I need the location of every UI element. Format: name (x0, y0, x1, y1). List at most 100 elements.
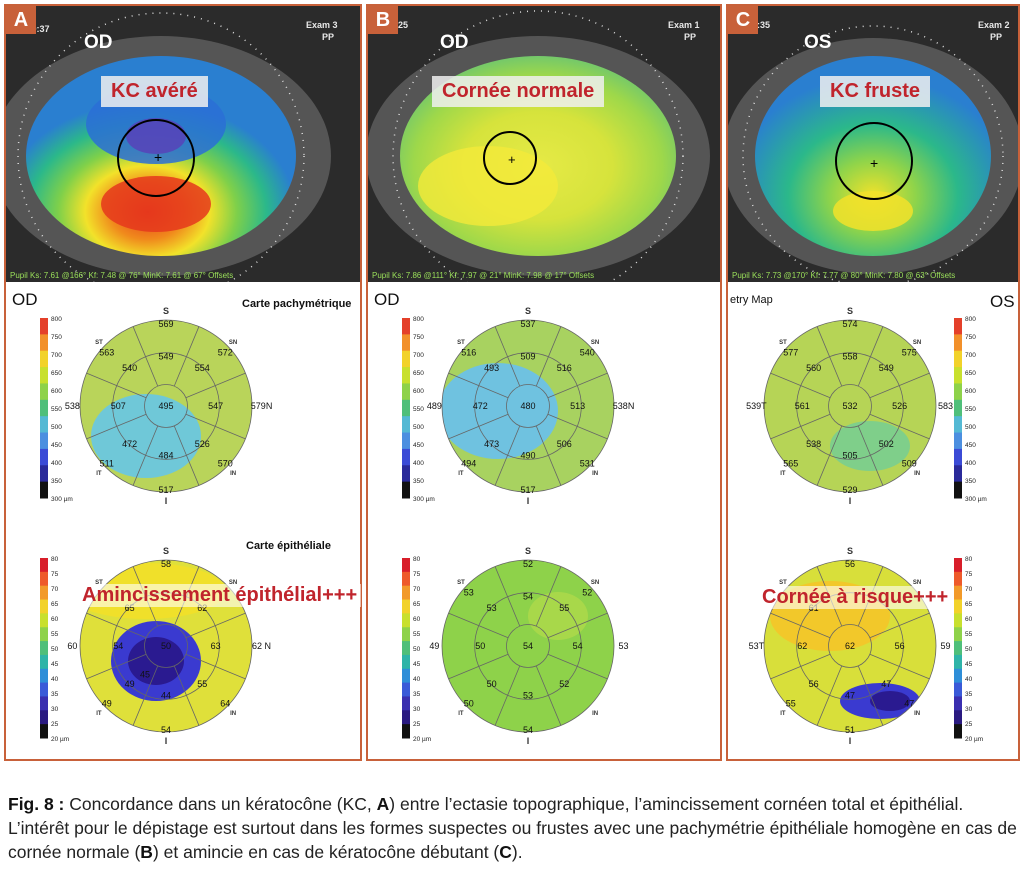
scale-tick: 550 (51, 406, 62, 413)
pachy-scale-bar: 800 750 700 650 600 550 500 450 400 350 300 µm (954, 316, 987, 503)
value-N: 62 N (252, 641, 271, 651)
value-supT: 540 (122, 363, 137, 373)
value-mN: 56 (895, 641, 905, 651)
pachymetry-map-a: 569 563 572 549 540 554 538 579N 507 495 547 472 484… (40, 306, 272, 506)
scale-swatch (40, 654, 48, 670)
scale-swatch (402, 627, 410, 642)
orient-I: I (849, 736, 852, 746)
sector-line (869, 653, 930, 680)
scale-tick: 65 (413, 601, 421, 608)
eye-c: OS (804, 32, 832, 53)
scale-swatch (40, 318, 48, 335)
value-supT: 65 (125, 603, 135, 613)
scale-tick: 450 (413, 442, 424, 449)
sector-line (448, 612, 509, 639)
scale-swatch (402, 481, 410, 499)
ring-middle (474, 352, 582, 460)
value-mT: 561 (795, 401, 810, 411)
scale-tick: 40 (965, 676, 973, 683)
scale-swatch (40, 724, 48, 739)
scale-swatch (954, 724, 962, 739)
scale-tick: 25 (965, 721, 973, 728)
value-i: 53 (523, 691, 533, 701)
value-sup: 549 (158, 351, 173, 361)
orient-IN: IN (230, 711, 236, 717)
scale-swatch (402, 585, 410, 601)
ring-inner (828, 384, 872, 428)
value-S: 574 (842, 319, 857, 329)
value-mN: 513 (570, 401, 585, 411)
orient-S: S (847, 306, 853, 316)
scale-tick: 65 (51, 601, 59, 608)
value-IT: 511 (100, 458, 114, 468)
scale-tick: 500 (413, 424, 424, 431)
scale-swatch (40, 448, 48, 466)
scale-swatch (954, 481, 962, 499)
sector-line (547, 372, 608, 399)
orient-IN: IN (914, 471, 920, 477)
ring-outer (763, 559, 937, 733)
caption-text-2: ) entre l’ectasie topographique, l’aminc… (8, 794, 1017, 862)
scale-swatch (40, 641, 48, 656)
epithelial-map-a: 58 60 62 N 65 62 54 50 63 49 44 55 49 64 54 45 S I ST SN IT… (40, 546, 271, 746)
scale-swatch (402, 399, 410, 417)
scale-swatch (954, 613, 962, 628)
ring-outer (441, 559, 615, 733)
value-T: 49 (429, 641, 439, 651)
scale-tick: 75 (965, 571, 973, 578)
scale-tick: 60 (413, 616, 421, 623)
scale-tick: 750 (965, 334, 976, 341)
value-N: 59 (941, 641, 951, 651)
ring-outer (79, 319, 253, 493)
epi-scale-bar: 80 75 70 65 60 55 50 45 40 35 30 25 20 µm (40, 556, 69, 743)
value-I: 517 (158, 485, 173, 495)
scale-swatch (954, 416, 962, 434)
pachy-title-c: etry Map (730, 294, 773, 306)
value-ST: 516 (461, 347, 476, 357)
value-SN: 52 (582, 587, 592, 597)
scale-tick: 35 (965, 691, 973, 698)
scale-tick: 45 (51, 661, 59, 668)
scale-swatch (402, 318, 410, 335)
value-iN: 55 (197, 679, 207, 689)
value-I: 529 (842, 485, 857, 495)
scale-swatch (954, 448, 962, 466)
value-iT: 473 (484, 439, 499, 449)
sector-line (173, 425, 200, 486)
value-S: 537 (520, 319, 535, 329)
scale-swatch (40, 571, 48, 587)
value-i: 490 (520, 451, 535, 461)
scale-tick: 45 (965, 661, 973, 668)
sector-line (547, 612, 608, 639)
panel-letter-b: B (368, 6, 398, 34)
value-N: 53 (619, 641, 629, 651)
scale-tick: 350 (413, 478, 424, 485)
value-S: 569 (158, 319, 173, 329)
scale-swatch (402, 696, 410, 711)
scale-swatch (402, 571, 410, 587)
scale-swatch (40, 416, 48, 434)
orient-IN: IN (592, 471, 598, 477)
scale-tick: 30 (965, 706, 973, 713)
sector-line (86, 653, 147, 680)
scale-swatch (40, 585, 48, 601)
scale-tick: 70 (965, 586, 973, 593)
scale-tick: 20 µm (51, 736, 69, 743)
scale-swatch (402, 682, 410, 697)
value-supT: 560 (806, 363, 821, 373)
scale-tick: 500 (51, 424, 62, 431)
scale-tick: 800 (965, 316, 976, 323)
orient-ST: ST (779, 580, 787, 586)
topography-image-c: + (728, 6, 1018, 282)
scale-swatch (954, 654, 962, 670)
orient-S: S (525, 306, 531, 316)
pachy-scale-bar: 800 750 700 650 600 550 500 450 400 350 300 µm (40, 316, 73, 503)
thickness-region (830, 421, 910, 471)
sector-line (816, 326, 843, 387)
scale-tick: 500 (965, 424, 976, 431)
value-iN: 526 (195, 439, 210, 449)
scale-swatch (402, 334, 410, 352)
thickness-region (128, 637, 184, 685)
pachy-eye-a: OD (12, 290, 38, 309)
sector-line (494, 425, 521, 486)
